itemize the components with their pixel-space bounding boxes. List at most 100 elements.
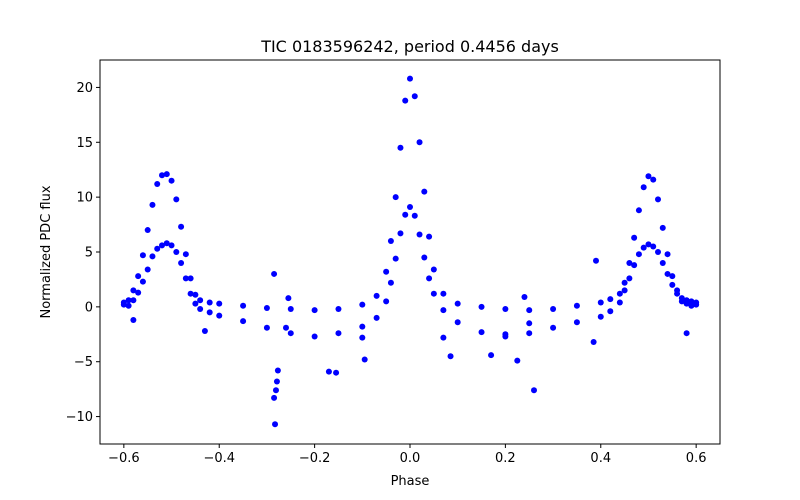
data-point (311, 333, 318, 340)
data-point (640, 244, 647, 251)
data-point (683, 330, 690, 337)
data-point (526, 320, 533, 327)
data-point (640, 184, 647, 191)
data-point (664, 270, 671, 277)
data-point (383, 268, 390, 275)
data-point (206, 299, 213, 306)
data-point (240, 318, 247, 325)
data-point (521, 293, 528, 300)
data-point (135, 273, 142, 280)
data-point (407, 204, 413, 211)
data-point (573, 302, 580, 309)
data-point (135, 289, 142, 296)
data-point (359, 323, 366, 330)
data-point (635, 251, 642, 258)
data-point (144, 266, 151, 273)
data-point (287, 306, 294, 313)
data-point (120, 301, 127, 308)
data-point (454, 300, 461, 307)
data-point (173, 249, 180, 255)
data-point (655, 249, 661, 255)
data-point (392, 194, 399, 201)
x-tick-label: 0.0 (400, 451, 421, 466)
data-point (411, 212, 418, 219)
data-point (192, 291, 199, 298)
data-point (645, 241, 652, 248)
data-point (631, 262, 638, 269)
data-point (430, 266, 437, 273)
y-axis-label: Normalized PDC flux (39, 185, 54, 318)
data-point (182, 275, 189, 282)
x-tick-label: 0.6 (686, 451, 707, 466)
data-point (650, 176, 657, 183)
data-point (550, 306, 557, 313)
data-point (285, 295, 292, 302)
data-point (273, 378, 280, 385)
chart-title: TIC 0183596242, period 0.4456 days (260, 37, 559, 56)
data-point (130, 297, 137, 304)
data-point (263, 304, 270, 311)
data-point (607, 296, 614, 303)
data-point (426, 275, 433, 282)
data-point (421, 188, 428, 195)
data-point (197, 297, 204, 304)
data-point (139, 278, 146, 285)
data-point (397, 230, 404, 237)
data-point (187, 275, 194, 282)
data-point (526, 307, 533, 314)
data-point (130, 317, 137, 324)
data-point (125, 302, 132, 309)
data-point (168, 242, 175, 249)
data-point (159, 242, 165, 249)
data-point (163, 171, 170, 178)
data-point (359, 334, 366, 341)
data-point (607, 308, 614, 315)
data-point (333, 369, 340, 376)
data-point (263, 324, 270, 331)
data-point (287, 330, 294, 337)
data-point (573, 319, 580, 326)
data-point (411, 93, 418, 100)
x-tick-label: −0.4 (203, 451, 235, 466)
data-point (635, 207, 642, 214)
y-tick-label: 20 (76, 81, 93, 96)
data-point (335, 306, 342, 313)
data-point (674, 290, 681, 297)
data-point (416, 139, 423, 146)
data-point (440, 307, 447, 314)
data-point (216, 312, 223, 319)
data-point (311, 307, 318, 314)
data-point (502, 331, 509, 338)
data-point (421, 254, 428, 261)
data-point (514, 357, 521, 364)
data-point (593, 257, 599, 264)
y-tick-label: 10 (76, 191, 93, 206)
x-tick-label: −0.6 (108, 451, 140, 466)
data-point (659, 259, 666, 266)
data-point (488, 352, 495, 359)
data-point (325, 368, 332, 375)
data-point (526, 330, 533, 337)
data-point (645, 173, 652, 180)
data-point (192, 300, 199, 307)
y-tick-label: −10 (66, 410, 93, 425)
data-point (201, 327, 208, 334)
data-point (669, 281, 676, 288)
data-point (693, 301, 700, 308)
data-point (397, 144, 404, 151)
data-point (531, 387, 537, 394)
data-point (387, 238, 394, 245)
data-point (125, 297, 132, 304)
x-axis: −0.6 −0.4 −0.2 0.0 0.2 0.4 0.6 (108, 444, 706, 466)
x-tick-label: 0.2 (495, 451, 516, 466)
y-tick-label: 0 (85, 300, 93, 315)
data-point (454, 319, 461, 326)
data-point (130, 287, 137, 294)
data-point (621, 279, 628, 286)
data-point (154, 180, 161, 187)
data-point (402, 211, 409, 218)
data-point (616, 299, 623, 306)
data-point (626, 259, 633, 266)
data-point (392, 255, 399, 262)
